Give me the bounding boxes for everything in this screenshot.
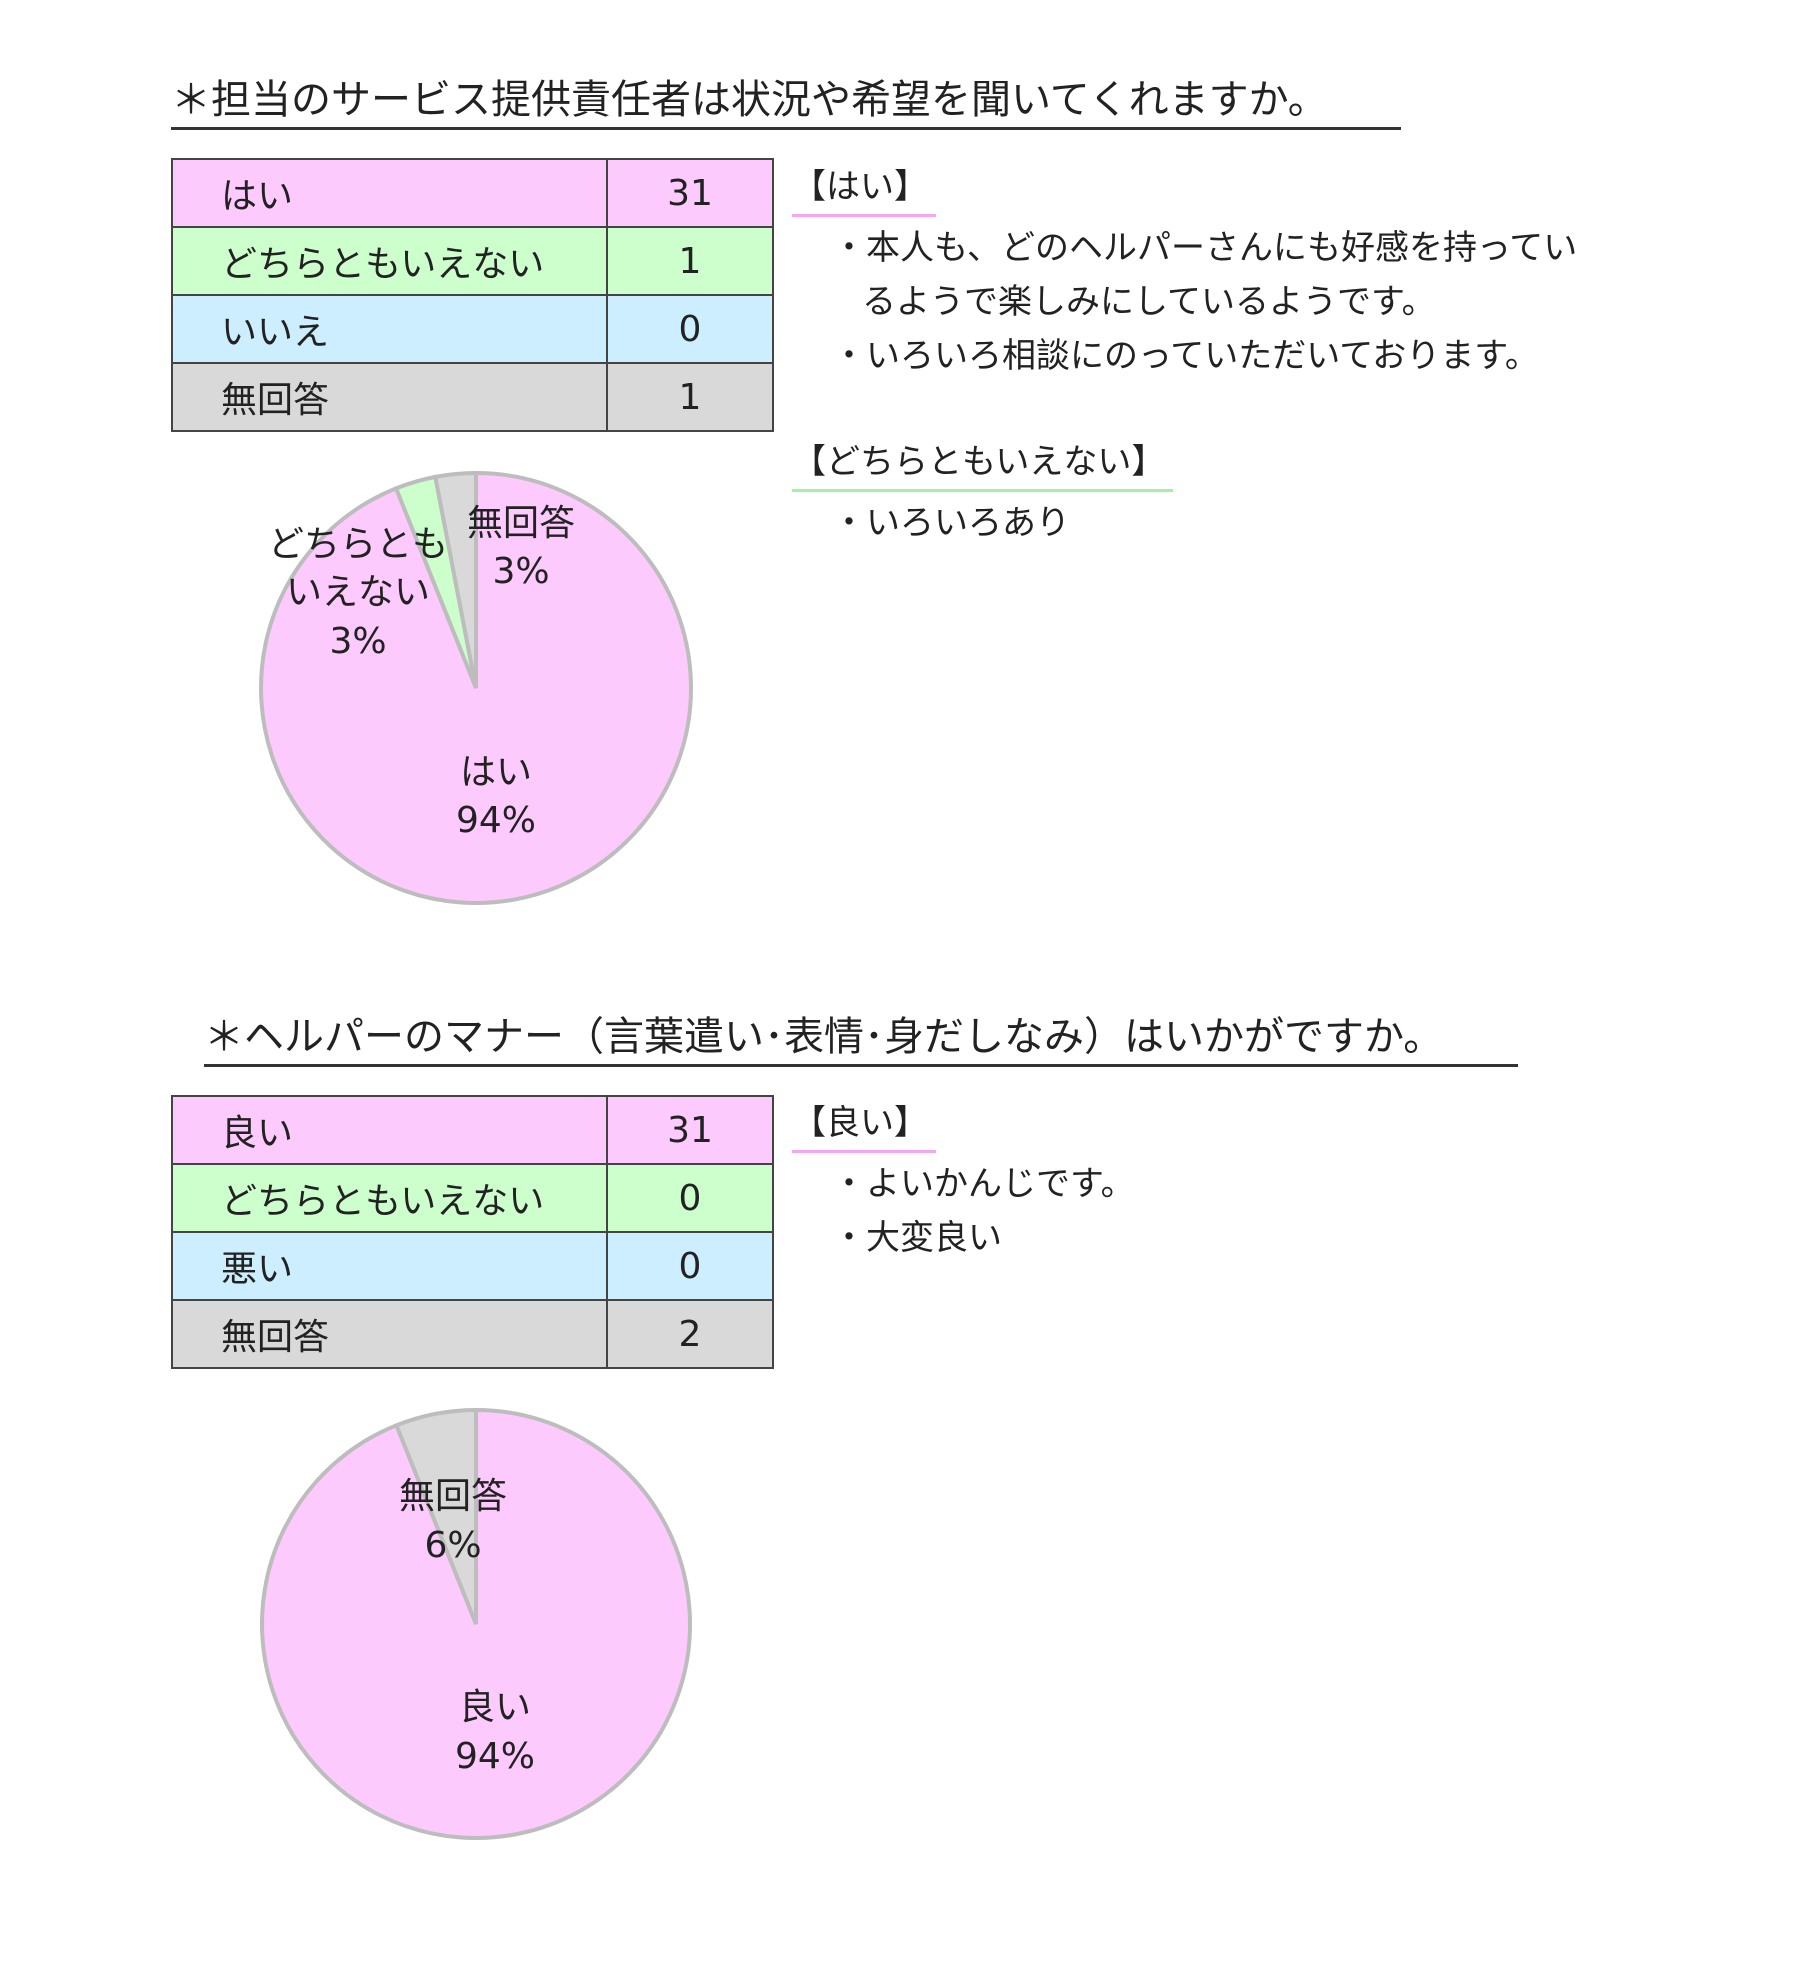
pie-label: 3% bbox=[492, 551, 549, 592]
row-label: 悪い bbox=[171, 1231, 608, 1301]
table-row: どちらともいえない 0 bbox=[171, 1163, 774, 1233]
comment-item: ・いろいろあり bbox=[832, 503, 1070, 543]
table-row: はい 31 bbox=[171, 158, 774, 228]
row-label: 良い bbox=[171, 1095, 608, 1165]
pie-label: 6% bbox=[424, 1525, 481, 1566]
pie-label: いえない bbox=[286, 572, 430, 613]
row-value: 0 bbox=[606, 1163, 774, 1233]
table-row: どちらともいえない 1 bbox=[171, 226, 774, 296]
row-label: いいえ bbox=[171, 294, 608, 364]
pie-label: 無回答 bbox=[399, 1476, 507, 1517]
q1-pie bbox=[259, 470, 693, 905]
row-value: 1 bbox=[606, 362, 774, 432]
pie-label: 94% bbox=[455, 1736, 535, 1777]
table-row: 無回答 2 bbox=[171, 1299, 774, 1369]
pie-label: 良い bbox=[459, 1687, 531, 1728]
pie-slice-3 bbox=[432, 470, 478, 689]
table-row: 無回答 1 bbox=[171, 362, 774, 432]
table-row: 良い 31 bbox=[171, 1095, 774, 1165]
row-value: 0 bbox=[606, 1231, 774, 1301]
comment-heading: 【はい】 bbox=[792, 160, 936, 217]
row-label: 無回答 bbox=[171, 362, 608, 432]
comment-item: ・いろいろ相談にのっていただいております。 bbox=[832, 336, 1539, 376]
row-label: どちらともいえない bbox=[171, 1163, 608, 1233]
row-label: はい bbox=[171, 158, 608, 228]
pie-label: 94% bbox=[456, 800, 536, 841]
row-value: 2 bbox=[606, 1299, 774, 1369]
q1-pie-labels: 無回答 3% どちらとも いえない 3% はい 94% bbox=[268, 503, 575, 841]
row-value: 1 bbox=[606, 226, 774, 296]
comment-item: ・よいかんじです。 bbox=[832, 1164, 1135, 1204]
row-label: どちらともいえない bbox=[171, 226, 608, 296]
pie-label: 無回答 bbox=[467, 503, 575, 544]
row-value: 0 bbox=[606, 294, 774, 364]
row-value: 31 bbox=[606, 158, 774, 228]
pie-label: 3% bbox=[329, 621, 386, 662]
comment-item: ・大変良い bbox=[832, 1218, 1002, 1258]
q1-comments: 【はい】 ・本人も、どのヘルパーさんにも好感を持ってい るようで楽しみにしている… bbox=[792, 160, 1577, 550]
comment-item: ・本人も、どのヘルパーさんにも好感を持ってい bbox=[832, 228, 1578, 268]
q1-table: はい 31 どちらともいえない 1 いいえ 0 無回答 1 bbox=[171, 158, 774, 432]
pie-slice-3 bbox=[393, 1407, 478, 1625]
pie-label: どちらとも bbox=[268, 524, 448, 565]
comment-item: るようで楽しみにしているようです。 bbox=[862, 282, 1436, 322]
table-row: いいえ 0 bbox=[171, 294, 774, 364]
pie-label: はい bbox=[460, 752, 532, 793]
comment-heading: 【良い】 bbox=[792, 1096, 936, 1153]
q2-title: ＊ヘルパーのマナー（言葉遣い･表情･身だしなみ）はいかがですか。 bbox=[204, 1012, 1518, 1067]
q2-table: 良い 31 どちらともいえない 0 悪い 0 無回答 2 bbox=[171, 1095, 774, 1369]
q2-comments: 【良い】 ・よいかんじです。 ・大変良い bbox=[792, 1096, 1135, 1265]
row-label: 無回答 bbox=[171, 1299, 608, 1369]
comment-heading: 【どちらともいえない】 bbox=[792, 435, 1174, 492]
q2-pie bbox=[260, 1407, 692, 1840]
q2-pie-labels: 無回答 6% 良い 94% bbox=[399, 1476, 535, 1777]
table-row: 悪い 0 bbox=[171, 1231, 774, 1301]
q1-title: ＊担当のサービス提供責任者は状況や希望を聞いてくれますか。 bbox=[171, 75, 1401, 130]
row-value: 31 bbox=[606, 1095, 774, 1165]
